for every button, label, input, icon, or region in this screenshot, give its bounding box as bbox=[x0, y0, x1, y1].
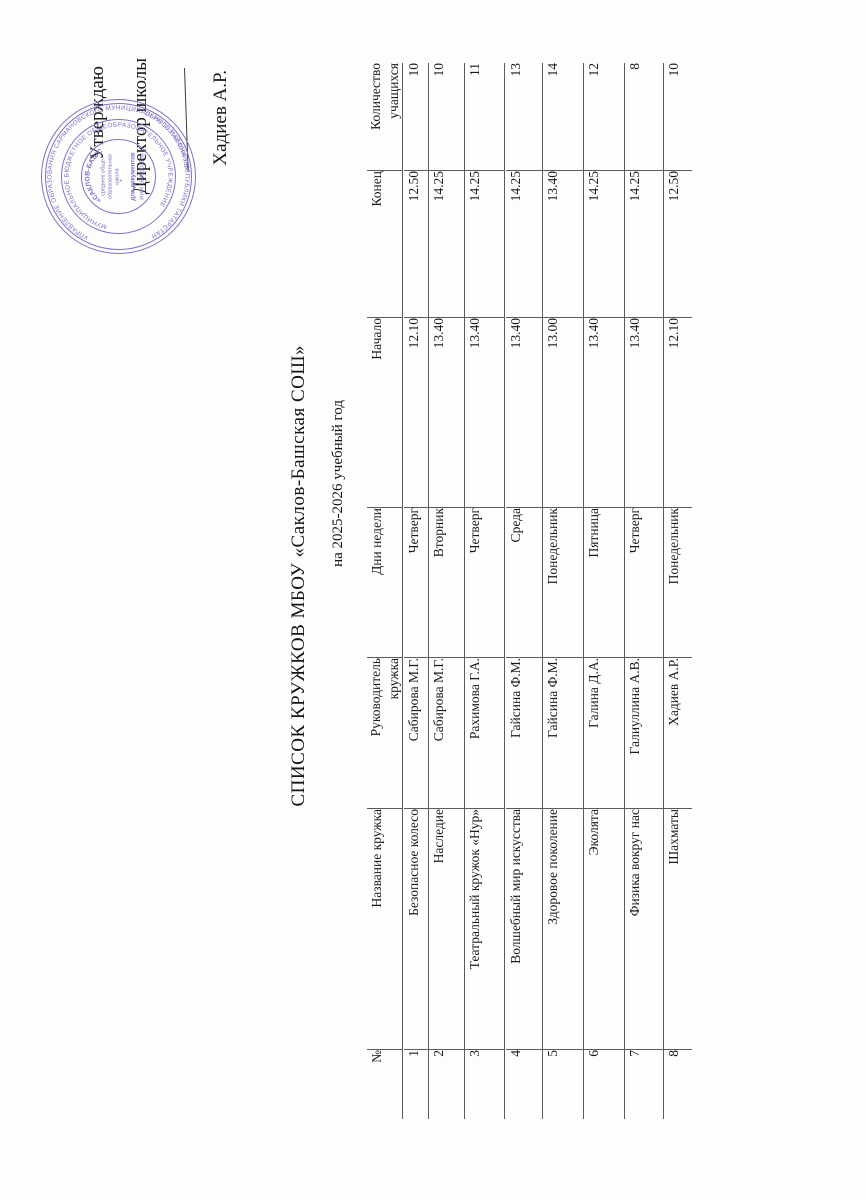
svg-text:среднее обще-: среднее обще- bbox=[101, 157, 107, 196]
svg-text:для документов: для документов bbox=[131, 152, 137, 200]
svg-text:*: * bbox=[120, 179, 127, 182]
svg-text:ИНН 1636003818: ИНН 1636003818 bbox=[140, 153, 146, 199]
svg-text:образовательная: образовательная bbox=[108, 154, 114, 199]
svg-text:школа: школа bbox=[115, 167, 121, 184]
